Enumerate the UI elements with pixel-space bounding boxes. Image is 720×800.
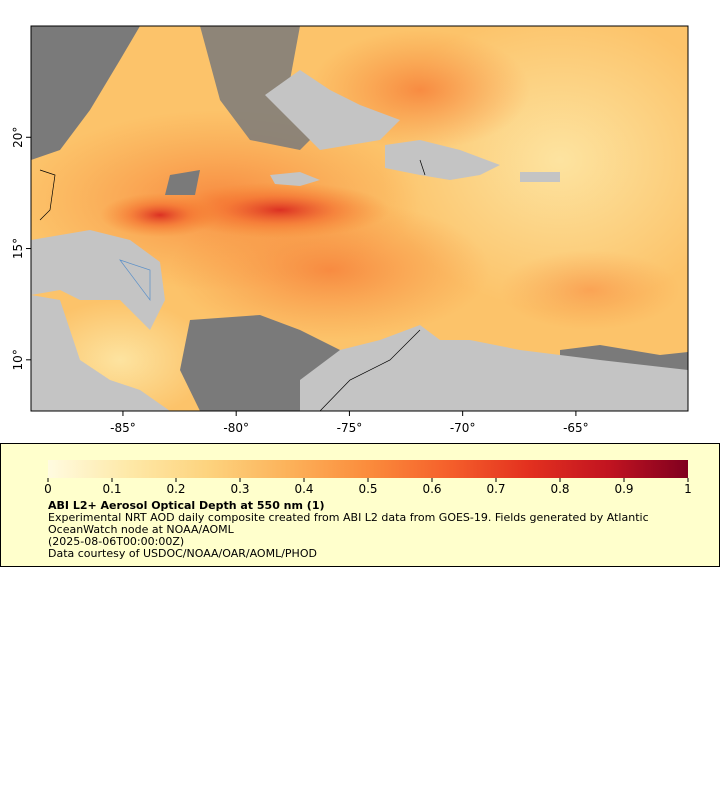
colorbar xyxy=(48,460,688,478)
map-image xyxy=(31,26,688,411)
x-tick-label: -70° xyxy=(450,421,476,435)
colorbar-tick-label: 0.7 xyxy=(486,482,505,496)
colorbar-tick-label: 0.4 xyxy=(294,482,313,496)
x-tick-label: -85° xyxy=(110,421,136,435)
colorbar-tick-label: 0.6 xyxy=(422,482,441,496)
colorbar-tick-label: 0.5 xyxy=(358,482,377,496)
colorbar-tick-label: 1 xyxy=(684,482,692,496)
colorbar-tick-label: 0.9 xyxy=(614,482,633,496)
x-tick-label: -75° xyxy=(337,421,363,435)
legend-credit: Data courtesy of USDOC/NOAA/OAR/AOML/PHO… xyxy=(48,547,317,560)
colorbar-tick-label: 0.2 xyxy=(166,482,185,496)
colorbar-tick-label: 0.1 xyxy=(102,482,121,496)
x-tick-label: -80° xyxy=(223,421,249,435)
x-tick-label: -65° xyxy=(563,421,589,435)
legend-description: Experimental NRT AOD daily composite cre… xyxy=(48,511,649,536)
colorbar-tick-label: 0.3 xyxy=(230,482,249,496)
map-frame xyxy=(30,25,689,412)
colorbar-tick-label: 0 xyxy=(44,482,52,496)
colorbar-tick-label: 0.8 xyxy=(550,482,569,496)
y-tick-label: 20° xyxy=(11,127,25,148)
y-tick-label: 15° xyxy=(11,238,25,259)
legend-title: ABI L2+ Aerosol Optical Depth at 550 nm … xyxy=(48,499,325,512)
legend-date: (2025-08-06T00:00:00Z) xyxy=(48,535,185,548)
y-tick-label: 10° xyxy=(11,349,25,370)
